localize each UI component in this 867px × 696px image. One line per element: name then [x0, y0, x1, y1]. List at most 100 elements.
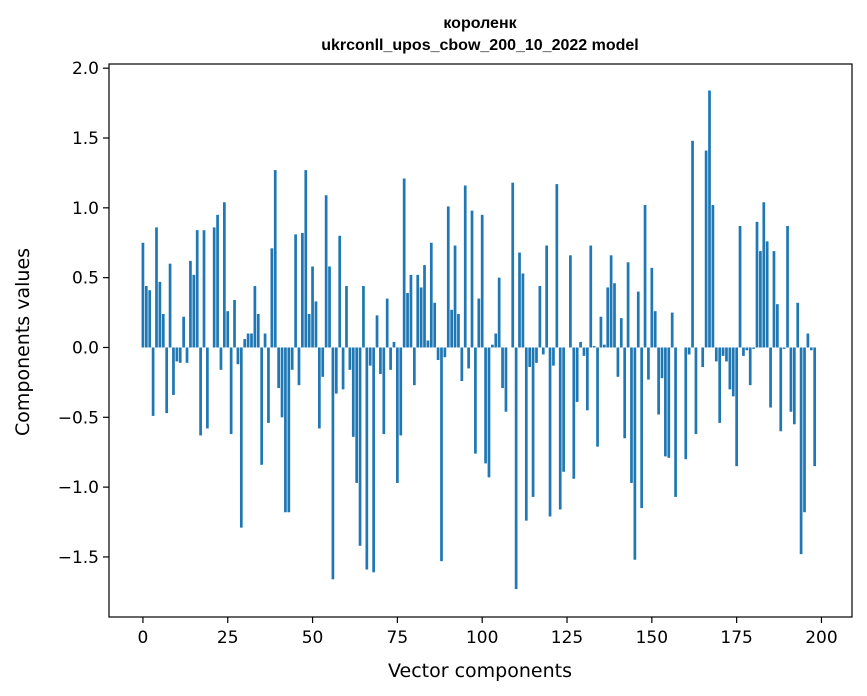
- y-tick-label: −1.5: [58, 548, 99, 568]
- bar-112: [521, 273, 525, 348]
- bar-134: [596, 347, 599, 447]
- bar-28: [236, 347, 240, 365]
- bar-67: [368, 347, 372, 366]
- y-tick-label: −0.5: [58, 408, 99, 428]
- y-tick-label: −1.0: [58, 478, 99, 498]
- bar-26: [229, 347, 233, 435]
- bar-88: [440, 347, 443, 562]
- bar-69: [375, 315, 379, 348]
- bar-25: [226, 311, 230, 348]
- bar-170: [718, 347, 722, 423]
- bar-135: [599, 316, 603, 348]
- bar-148: [643, 205, 647, 348]
- bar-150: [650, 267, 654, 348]
- bar-146: [636, 291, 640, 348]
- bar-152: [657, 347, 660, 415]
- bar-0: [141, 242, 145, 348]
- bar-81: [416, 274, 420, 348]
- bar-98: [474, 347, 477, 454]
- bar-102: [487, 347, 491, 478]
- bar-3: [151, 347, 155, 416]
- bar-142: [623, 347, 627, 439]
- x-tick-label: 0: [138, 628, 149, 648]
- bar-50: [311, 266, 314, 348]
- bar-87: [436, 347, 440, 361]
- bar-122: [555, 184, 559, 348]
- y-tick-label: 2.0: [72, 59, 99, 79]
- bar-35: [260, 347, 264, 465]
- bar-58: [338, 235, 342, 348]
- bar-154: [664, 347, 667, 457]
- bar-90: [446, 206, 450, 348]
- bar-167: [708, 90, 711, 348]
- x-tick-label: 100: [466, 628, 498, 648]
- bar-13: [185, 347, 189, 363]
- bar-172: [725, 347, 728, 362]
- bar-72: [385, 298, 389, 348]
- bar-191: [789, 347, 793, 412]
- bar-19: [206, 347, 209, 429]
- bar-71: [382, 347, 386, 435]
- bar-144: [630, 347, 633, 483]
- bar-165: [701, 347, 705, 368]
- chart-title: короленк: [443, 15, 517, 32]
- y-tick-label: 1.5: [72, 129, 99, 149]
- bar-45: [294, 234, 297, 348]
- bar-171: [721, 347, 725, 356]
- bar-12: [182, 316, 185, 348]
- bar-114: [528, 347, 532, 368]
- bar-143: [626, 262, 630, 348]
- bar-124: [562, 347, 565, 472]
- bar-184: [765, 241, 769, 348]
- bar-11: [178, 347, 182, 363]
- bar-53: [321, 347, 325, 377]
- bar-101: [484, 347, 487, 464]
- bar-51: [314, 301, 318, 348]
- bar-70: [379, 347, 382, 375]
- bar-84: [426, 340, 430, 348]
- bar-78: [406, 293, 409, 348]
- bar-73: [389, 347, 392, 370]
- bar-130: [582, 347, 586, 356]
- bar-198: [813, 347, 817, 467]
- bar-181: [755, 221, 759, 348]
- bar-140: [616, 347, 620, 377]
- bar-56: [331, 347, 335, 580]
- bar-138: [609, 255, 613, 348]
- bar-8: [168, 263, 172, 348]
- x-axis-label: Vector components: [388, 660, 572, 682]
- bar-119: [545, 245, 549, 348]
- bar-86: [433, 302, 437, 348]
- bar-145: [633, 347, 637, 560]
- bar-23: [219, 347, 223, 370]
- bar-106: [501, 347, 504, 388]
- bar-151: [653, 311, 657, 348]
- x-tick-label: 175: [720, 628, 752, 648]
- bar-65: [362, 286, 365, 348]
- bar-153: [660, 347, 664, 379]
- bar-194: [799, 347, 803, 555]
- bar-110: [514, 347, 518, 590]
- bar-32: [250, 333, 253, 348]
- y-axis-label: Components values: [12, 248, 34, 436]
- bar-38: [270, 248, 274, 348]
- bar-89: [443, 347, 447, 358]
- bar-115: [531, 347, 535, 497]
- bar-113: [524, 347, 528, 521]
- bar-82: [419, 287, 423, 348]
- bar-76: [399, 347, 403, 436]
- bar-15: [192, 274, 196, 348]
- bars-group: [141, 90, 817, 590]
- bar-155: [667, 347, 671, 458]
- bar-41: [280, 347, 284, 418]
- bar-185: [769, 347, 772, 408]
- bar-175: [735, 347, 738, 467]
- bar-22: [216, 214, 219, 348]
- plot-area-background: [109, 64, 852, 617]
- bar-63: [355, 347, 359, 483]
- bar-120: [548, 347, 552, 517]
- bar-161: [687, 347, 691, 355]
- plot-frame: [108, 63, 853, 618]
- bar-66: [365, 347, 369, 570]
